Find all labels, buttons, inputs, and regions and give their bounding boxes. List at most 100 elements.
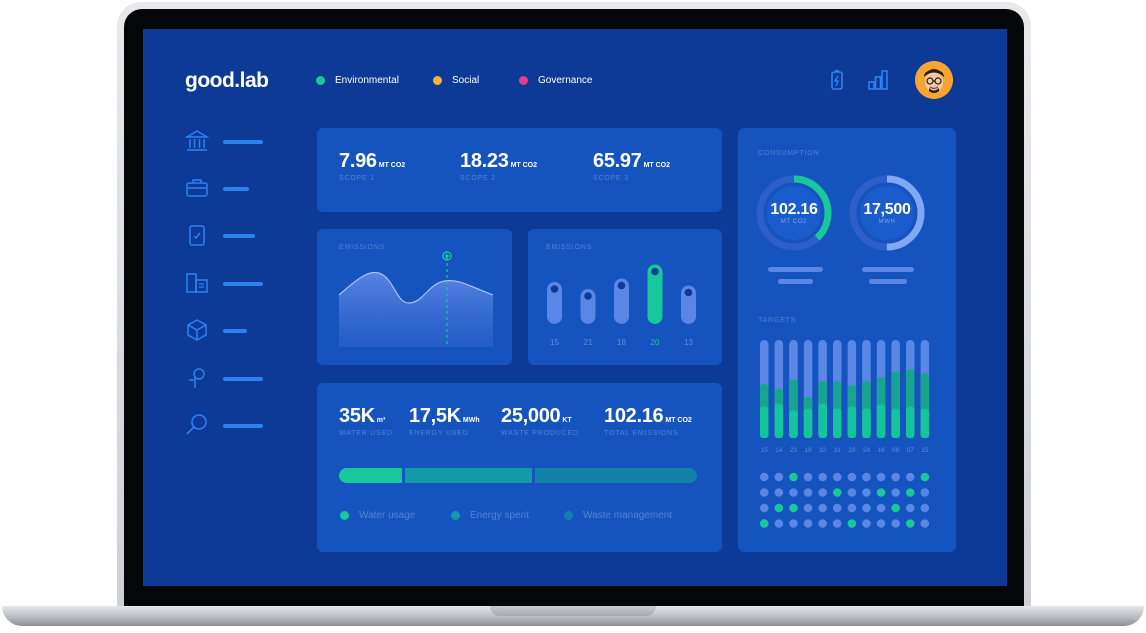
- sidebar-item-briefcase[interactable]: [185, 176, 265, 200]
- metric-label: WATER USED: [339, 430, 393, 437]
- target-dot: [905, 472, 915, 482]
- targets-label: TARGETS: [758, 317, 797, 324]
- sidebar-placeholder-bar: [223, 282, 263, 286]
- target-dot: [803, 503, 813, 513]
- placeholder-bar: [869, 279, 907, 284]
- target-dot: [803, 519, 813, 528]
- sidebar-item-tree[interactable]: [185, 366, 265, 390]
- emissions-pill-bar[interactable]: [681, 285, 696, 325]
- pill-knob: [550, 285, 559, 293]
- legend-label: Water usage: [359, 510, 416, 521]
- buildings-icon: [186, 273, 208, 293]
- legend-water-usage[interactable]: Water usage: [340, 510, 415, 521]
- target-dot: [891, 472, 900, 482]
- target-dot: [876, 503, 886, 513]
- target-dot: [803, 488, 813, 497]
- governance-dot: [519, 76, 528, 85]
- legend-governance[interactable]: Governance: [519, 75, 592, 86]
- sidebar-placeholder-bar: [223, 140, 263, 144]
- target-tick-label: 14: [775, 447, 783, 454]
- target-tick-label: 07: [907, 447, 915, 454]
- battery-icon[interactable]: [826, 69, 848, 91]
- target-dot: [905, 503, 915, 513]
- target-dot: [832, 519, 842, 528]
- progress-segment-water: [339, 468, 403, 483]
- target-tick-label: 24: [863, 447, 871, 454]
- emissions-pill-bar[interactable]: [614, 278, 629, 325]
- scope-card: 7.96 MT CO2 SCOPE 1 18.23 MT CO2 SCOPE 2 6…: [317, 128, 722, 212]
- scope-label: SCOPE 1: [339, 175, 375, 182]
- legend-waste-management[interactable]: Waste management: [564, 510, 672, 521]
- target-dot: [818, 519, 827, 528]
- target-dot: [847, 519, 857, 528]
- legend-label: Governance: [538, 75, 593, 86]
- legend-energy-spent[interactable]: Energy spent: [451, 510, 529, 521]
- target-dot: [920, 503, 930, 513]
- target-dot: [862, 503, 871, 513]
- metric-value: 102.16: [604, 405, 664, 427]
- legend-social[interactable]: Social: [433, 75, 479, 86]
- consumption-label: CONSUMPTION: [758, 150, 820, 157]
- target-dot: [818, 472, 827, 482]
- signal-bars-icon[interactable]: [867, 69, 889, 91]
- waste-management-dot: [564, 511, 573, 520]
- usage-progress-bar: [339, 468, 697, 483]
- sidebar-item-buildings[interactable]: [185, 271, 265, 295]
- ring-unit: MWH: [878, 219, 896, 225]
- emissions-marker-point[interactable]: [442, 251, 452, 261]
- target-dot: [876, 488, 886, 497]
- legend-environmental[interactable]: Environmental: [316, 75, 399, 86]
- target-dot: [920, 488, 930, 497]
- pill-tick-label: 20: [651, 338, 660, 347]
- target-dot: [862, 472, 871, 482]
- target-tick-label: 15: [761, 447, 769, 454]
- social-dot: [433, 76, 442, 85]
- co2-ring-chart: [756, 175, 832, 251]
- avatar[interactable]: [915, 61, 953, 99]
- progress-segment-energy: [405, 468, 533, 483]
- ring-value: 102.16: [770, 201, 818, 218]
- target-dot: [759, 519, 769, 528]
- target-bar-bright: [818, 403, 827, 438]
- target-dot: [847, 503, 857, 513]
- target-dot: [774, 519, 784, 528]
- progress-segment-waste: [535, 468, 697, 483]
- water-usage-dot: [340, 511, 349, 520]
- target-dot: [876, 519, 886, 528]
- pill-tick-label: 21: [584, 338, 593, 347]
- scope-label: SCOPE 3: [593, 175, 629, 182]
- scope-3: 65.97 MT CO2 SCOPE 3: [593, 150, 670, 182]
- emissions-bars-label: EMISSIONS: [546, 244, 593, 251]
- target-bar-bright: [803, 408, 813, 438]
- clipboard-check-icon: [189, 225, 205, 246]
- pill-knob: [584, 292, 592, 300]
- emissions-pill-bar[interactable]: [647, 264, 663, 325]
- sidebar-item-package[interactable]: [185, 318, 265, 342]
- sidebar-item-bank[interactable]: [185, 129, 265, 153]
- pill-tick-label: 18: [617, 338, 626, 347]
- scope-unit: MT CO2: [643, 162, 671, 169]
- emissions-pill-bar[interactable]: [580, 289, 596, 324]
- target-dot: [789, 472, 798, 482]
- emissions-bars-chart: 15 21 18 20 13: [547, 264, 696, 347]
- scope-value: 18.23: [460, 150, 509, 172]
- metric-waste: 25,000 KT WASTE PRODUCED: [501, 405, 579, 437]
- emissions-pill-bar[interactable]: [547, 282, 562, 324]
- ring-value: 17,500: [863, 201, 911, 218]
- scope-unit: MT CO2: [378, 162, 406, 169]
- target-dot: [891, 488, 900, 497]
- metric-label: ENERGY USED: [409, 430, 469, 437]
- legend-label: Waste management: [583, 510, 673, 521]
- target-dot: [818, 503, 827, 513]
- target-tick-label: 23: [790, 447, 798, 454]
- emissions-area-fill: [339, 272, 493, 347]
- scope-1: 7.96 MT CO2 SCOPE 1: [339, 150, 405, 182]
- consumption-targets-card: CONSUMPTION 102.16 MT CO2 17,500 MWH TAR…: [738, 128, 956, 552]
- target-bar-bright: [847, 406, 857, 438]
- logo: good.lab: [185, 69, 269, 92]
- metric-energy: 17,5K MWh ENERGY USED: [409, 405, 480, 437]
- sidebar-item-clipboard[interactable]: [185, 223, 265, 247]
- target-bar-bright: [760, 406, 769, 438]
- emissions-marker-center: [445, 254, 449, 258]
- sidebar-item-search[interactable]: [185, 413, 265, 437]
